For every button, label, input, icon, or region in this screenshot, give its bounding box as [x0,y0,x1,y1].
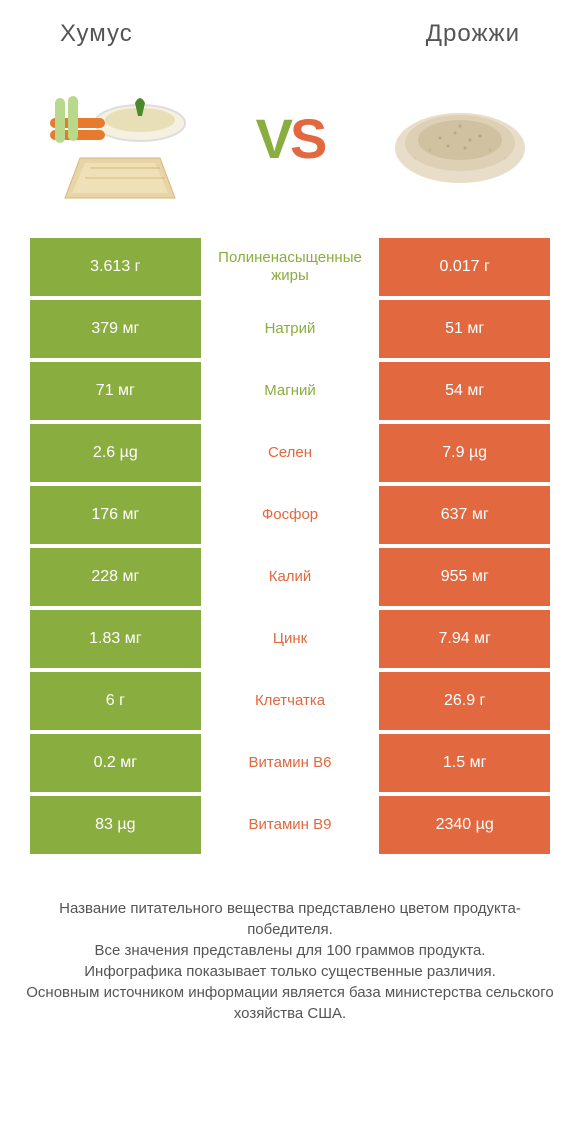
table-row: 228 мгКалий955 мг [30,548,550,606]
vs-s: S [290,107,324,170]
table-row: 379 мгНатрий51 мг [30,300,550,358]
value-left: 83 µg [30,796,201,854]
vs-label: VS [256,106,325,171]
nutrient-label: Натрий [201,300,380,358]
value-right: 54 мг [379,362,550,420]
value-left: 3.613 г [30,238,201,296]
value-left: 71 мг [30,362,201,420]
value-right: 2340 µg [379,796,550,854]
value-left: 2.6 µg [30,424,201,482]
footer-note: Название питательного вещества представл… [0,858,580,1024]
nutrient-label: Фосфор [201,486,380,544]
value-right: 0.017 г [379,238,550,296]
nutrient-label: Магний [201,362,380,420]
table-row: 83 µgВитамин B92340 µg [30,796,550,854]
nutrient-label: Клетчатка [201,672,380,730]
nutrient-label: Полиненасыщенные жиры [201,238,380,296]
vs-v: V [256,107,290,170]
value-left: 176 мг [30,486,201,544]
value-left: 1.83 мг [30,610,201,668]
value-left: 6 г [30,672,201,730]
value-right: 637 мг [379,486,550,544]
value-right: 1.5 мг [379,734,550,792]
table-row: 0.2 мгВитамин B61.5 мг [30,734,550,792]
footer-text: Название питательного вещества представл… [26,900,553,1022]
comparison-table: 3.613 гПолиненасыщенные жиры0.017 г379 м… [0,238,580,854]
table-row: 2.6 µgСелен7.9 µg [30,424,550,482]
title-left: Хумус [60,20,133,48]
nutrient-label: Калий [201,548,380,606]
nutrient-label: Селен [201,424,380,482]
header: Хумус Дрожжи [0,0,580,58]
value-right: 955 мг [379,548,550,606]
value-left: 379 мг [30,300,201,358]
value-right: 7.94 мг [379,610,550,668]
yeast-image [370,68,550,208]
nutrient-label: Цинк [201,610,380,668]
hummus-image [30,68,210,208]
value-left: 228 мг [30,548,201,606]
value-right: 51 мг [379,300,550,358]
nutrient-label: Витамин B6 [201,734,380,792]
title-right: Дрожжи [426,20,520,48]
table-row: 6 гКлетчатка26.9 г [30,672,550,730]
images-row: VS [0,58,580,238]
table-row: 71 мгМагний54 мг [30,362,550,420]
table-row: 1.83 мгЦинк7.94 мг [30,610,550,668]
nutrient-label: Витамин B9 [201,796,380,854]
value-right: 7.9 µg [379,424,550,482]
table-row: 3.613 гПолиненасыщенные жиры0.017 г [30,238,550,296]
value-right: 26.9 г [379,672,550,730]
value-left: 0.2 мг [30,734,201,792]
table-row: 176 мгФосфор637 мг [30,486,550,544]
